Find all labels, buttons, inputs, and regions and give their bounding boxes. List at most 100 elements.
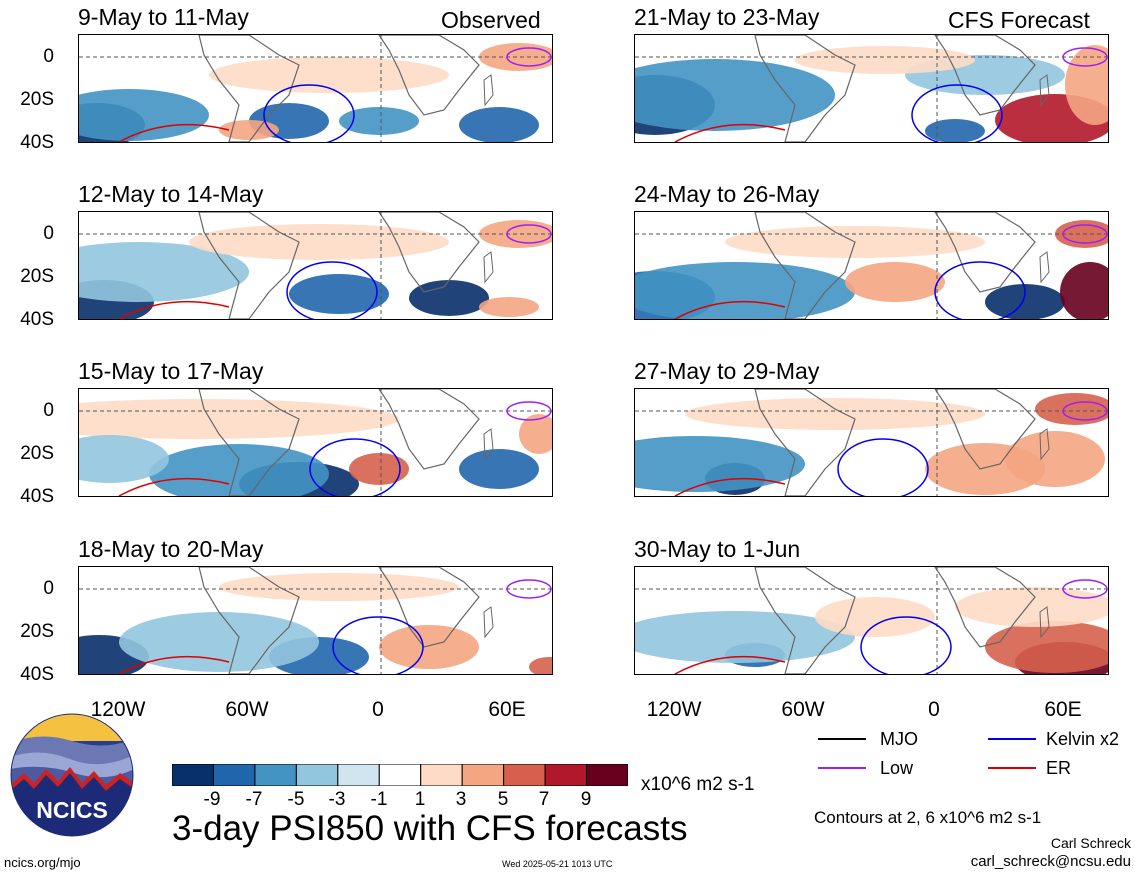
- colorbar-label: -3: [328, 789, 346, 810]
- main-title: 3-day PSI850 with CFS forecasts: [172, 809, 688, 848]
- colorbar-label: -9: [203, 789, 221, 810]
- colorbar-swatch: [254, 763, 297, 787]
- y-tick-0: 0: [43, 46, 54, 67]
- anomaly-blob: [349, 453, 409, 485]
- madagascar-outline: [1039, 428, 1050, 461]
- legend-er-swatch: [988, 767, 1036, 769]
- author: Carl Schreck: [1050, 835, 1131, 851]
- south-america-outline: [754, 389, 856, 496]
- colorbar-swatch: [503, 763, 546, 787]
- colorbar-label: 1: [414, 789, 426, 810]
- map-panel-7: [634, 388, 1109, 497]
- colorbar-swatch: [295, 763, 339, 787]
- x-tick-120w: 120W: [90, 698, 146, 721]
- legend-mjo: MJO: [880, 729, 918, 749]
- anomaly-blob: [79, 242, 249, 302]
- map-panel-6: [634, 211, 1109, 320]
- anomaly-blob: [925, 119, 985, 142]
- anomaly-blob: [289, 274, 389, 314]
- x-tick-120w: 120W: [646, 698, 702, 721]
- low-contour: [1062, 401, 1108, 421]
- kelvin-contour: [286, 261, 378, 319]
- x-tick-0: 0: [372, 698, 384, 721]
- anomaly-blob: [1055, 220, 1108, 248]
- anomaly-blob: [635, 436, 805, 492]
- er-contour: [118, 655, 230, 674]
- x-tick-60w: 60W: [781, 698, 825, 721]
- x-tick-60e: 60E: [488, 698, 526, 721]
- logo-text: NCICS: [36, 797, 108, 823]
- anomaly-blob: [459, 449, 539, 489]
- x-tick-60e: 60E: [1044, 698, 1082, 721]
- colorbar-swatch: [461, 763, 505, 787]
- y-tick-40s: 40S: [20, 664, 54, 685]
- colorbar-swatch: [420, 763, 463, 787]
- panel-5-label: CFS Forecast: [948, 7, 1090, 33]
- legend-mjo-swatch: [818, 738, 866, 740]
- anomaly-blob: [1005, 431, 1105, 487]
- madagascar-outline: [483, 606, 494, 639]
- y-tick-40s: 40S: [20, 132, 54, 153]
- madagascar-outline: [483, 428, 494, 461]
- colorbar-swatch: [378, 763, 422, 787]
- map-panel-4: [78, 566, 553, 675]
- kelvin-contour: [860, 616, 952, 674]
- map-panel-1: [78, 34, 553, 143]
- anomaly-blob: [635, 611, 855, 663]
- anomaly-blob: [1060, 262, 1108, 319]
- er-contour: [674, 300, 786, 319]
- anomaly-blob: [955, 587, 1108, 627]
- er-contour: [674, 477, 786, 496]
- colorbar-swatch: [544, 763, 588, 787]
- anomaly-blob: [519, 414, 552, 454]
- y-tick-20s: 20S: [20, 621, 54, 642]
- low-contour: [506, 47, 552, 67]
- colorbar-swatch: [212, 763, 256, 787]
- site-link[interactable]: ncics.org/mjo: [4, 855, 81, 870]
- kelvin-contour: [911, 84, 1003, 142]
- madagascar-outline: [483, 74, 494, 107]
- madagascar-outline: [1039, 251, 1050, 284]
- y-tick-20s: 20S: [20, 266, 54, 287]
- low-contour: [1062, 579, 1108, 599]
- anomaly-blob: [149, 444, 329, 496]
- anomaly-blob: [1035, 393, 1108, 425]
- colorbar-label: 5: [497, 789, 509, 810]
- low-contour: [506, 401, 552, 421]
- panel-8-title: 30-May to 1-Jun: [634, 536, 801, 562]
- south-america-outline: [198, 212, 300, 319]
- anomaly-blob: [219, 573, 459, 601]
- legend-low: Low: [880, 758, 914, 778]
- south-america-outline: [754, 212, 856, 319]
- x-tick-0: 0: [928, 698, 940, 721]
- anomaly-blob: [209, 57, 449, 93]
- panel-4-title: 18-May to 20-May: [78, 536, 264, 562]
- er-contour: [118, 300, 230, 319]
- low-contour: [506, 579, 552, 599]
- anomaly-blob: [459, 107, 539, 142]
- panel-7-title: 27-May to 29-May: [634, 358, 820, 384]
- colorbar-label: 3: [455, 789, 467, 810]
- low-contour: [506, 224, 552, 244]
- south-america-outline: [754, 35, 856, 142]
- anomaly-blob: [795, 46, 975, 74]
- er-contour: [674, 123, 786, 142]
- anomaly-blob: [635, 262, 855, 319]
- panel-1-label: Observed: [441, 7, 541, 33]
- madagascar-outline: [483, 251, 494, 284]
- map-panel-3: [78, 388, 553, 497]
- kelvin-contour: [263, 84, 355, 142]
- panel-5-title: 21-May to 23-May: [634, 4, 820, 30]
- anomaly-blob: [985, 621, 1108, 673]
- colorbar: [171, 763, 629, 787]
- author-email: carl_schreck@ncsu.edu: [970, 853, 1131, 870]
- panel-1-title: 9-May to 11-May: [78, 4, 249, 30]
- africa-outline: [934, 389, 1036, 470]
- colorbar-label: -7: [245, 789, 263, 810]
- south-america-outline: [198, 567, 300, 674]
- madagascar-outline: [1039, 606, 1050, 639]
- er-contour: [674, 655, 786, 674]
- kelvin-contour: [934, 261, 1026, 319]
- africa-outline: [934, 212, 1036, 293]
- colorbar-label: 7: [538, 789, 550, 810]
